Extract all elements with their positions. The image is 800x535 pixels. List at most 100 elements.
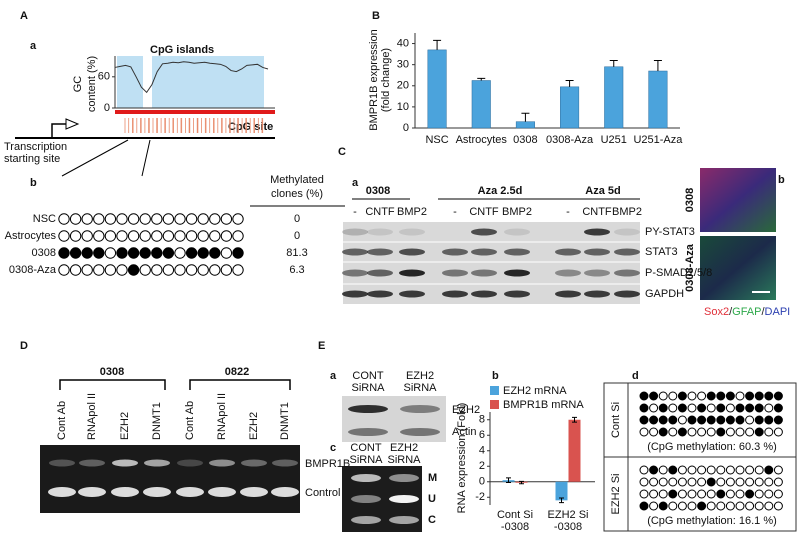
gc-line: [114, 61, 269, 94]
y-tick-label: -2: [475, 491, 485, 503]
methylation-site: [58, 230, 70, 242]
methylation-site: [716, 427, 726, 437]
lane-label: BMP2: [612, 206, 642, 218]
legend-label: EZH2 mRNA: [503, 385, 567, 397]
methylation-site: [677, 391, 687, 401]
row-label: NSC: [33, 213, 56, 225]
methylation-site: [116, 247, 128, 259]
gel-band: [389, 474, 419, 482]
blot-band: [584, 290, 610, 298]
blot-band: [584, 269, 610, 277]
methylation-site: [764, 501, 774, 511]
stain-name: DAPI: [765, 306, 791, 318]
blot-band: [399, 228, 425, 236]
group-label: Aza 5d: [585, 185, 620, 197]
blot-band: [584, 248, 610, 256]
methylation-site: [725, 489, 735, 499]
sub-label: a: [352, 177, 359, 189]
gel-band: [389, 495, 419, 503]
methylation-site: [745, 415, 755, 425]
methylation-site: [93, 230, 105, 242]
methylation-site: [773, 501, 783, 511]
methylation-site: [639, 415, 649, 425]
methylation-site: [174, 230, 186, 242]
methylation-site: [735, 415, 745, 425]
methylation-site: [658, 415, 668, 425]
lane-label: -: [566, 206, 570, 218]
methylation-site: [220, 264, 233, 276]
blot-band: [555, 229, 581, 236]
group-label: 0308: [100, 366, 124, 378]
blot-band: [342, 290, 368, 298]
tss-arrow-head: [65, 118, 80, 130]
micrograph: [700, 168, 776, 232]
methylation-site: [754, 489, 764, 499]
zoom-line: [61, 139, 129, 177]
error-bar: [506, 477, 511, 484]
panel-letter: D: [20, 340, 28, 352]
blot-band: [348, 405, 388, 413]
lane-label: BMP2: [397, 206, 427, 218]
y-tick-label: 0: [479, 476, 485, 488]
methylation-site: [81, 247, 93, 259]
x-tick-label: EZH2 Si: [548, 509, 589, 521]
panel-letter: E: [318, 340, 325, 352]
methylation-site: [658, 477, 668, 487]
bar: [604, 66, 624, 129]
methylation-site: [668, 415, 678, 425]
methylation-site: [151, 213, 163, 225]
gel-band: [241, 459, 267, 467]
gel-band: [112, 459, 138, 467]
methylation-site: [697, 477, 707, 487]
gel-band: [49, 459, 75, 467]
methylation-site: [687, 465, 697, 475]
methylation-site: [706, 477, 716, 487]
methylation-site: [174, 264, 186, 276]
methylation-note: (CpG methylation: 16.1 %): [647, 515, 777, 527]
gel-band: [176, 487, 204, 497]
sub-label: b: [778, 174, 785, 186]
methylation-site: [197, 247, 209, 259]
methylated-value: 6.3: [289, 264, 304, 276]
stain-name: /: [729, 306, 733, 318]
methylation-site: [735, 391, 745, 401]
group-label: 0822: [225, 366, 249, 378]
methylation-site: [69, 213, 82, 225]
methylation-site: [677, 415, 687, 425]
cpg-site-label: CpG site: [228, 121, 273, 133]
methylation-site: [677, 403, 687, 413]
methylation-site: [706, 403, 716, 413]
methylation-site: [697, 427, 707, 437]
gel-band: [240, 487, 268, 497]
row-label: Astrocytes: [5, 230, 57, 242]
lane-label: BMP2: [502, 206, 532, 218]
methylation-site: [773, 477, 783, 487]
methylation-site: [773, 465, 783, 475]
tss-label: starting site: [4, 153, 60, 165]
blot-band: [442, 269, 468, 277]
panel-letter: A: [20, 10, 28, 22]
group-label: Cont Si: [610, 402, 622, 438]
methylation-site: [639, 465, 649, 475]
methylation-site: [104, 264, 117, 276]
methylation-site: [232, 213, 244, 225]
methylation-site: [162, 247, 175, 259]
y-axis-label: GC: [72, 76, 84, 93]
row-label: 0308-Aza: [9, 264, 57, 276]
methylation-site: [687, 391, 697, 401]
gel-band: [177, 459, 203, 467]
lane-label: CONT: [352, 370, 383, 382]
methylation-site: [209, 264, 221, 276]
methylation-site: [116, 264, 128, 276]
methylation-site: [69, 264, 82, 276]
methylation-site: [677, 477, 687, 487]
methylation-site: [639, 477, 649, 487]
lane-label: Cont Ab: [56, 401, 68, 440]
methylation-site: [151, 247, 163, 259]
methylation-site: [725, 403, 735, 413]
gel-band: [143, 487, 171, 497]
lane-label: RNApol II: [86, 393, 98, 440]
lane-label: EZH2: [406, 370, 434, 382]
band-label: Actin: [452, 426, 476, 438]
methylation-site: [764, 415, 774, 425]
